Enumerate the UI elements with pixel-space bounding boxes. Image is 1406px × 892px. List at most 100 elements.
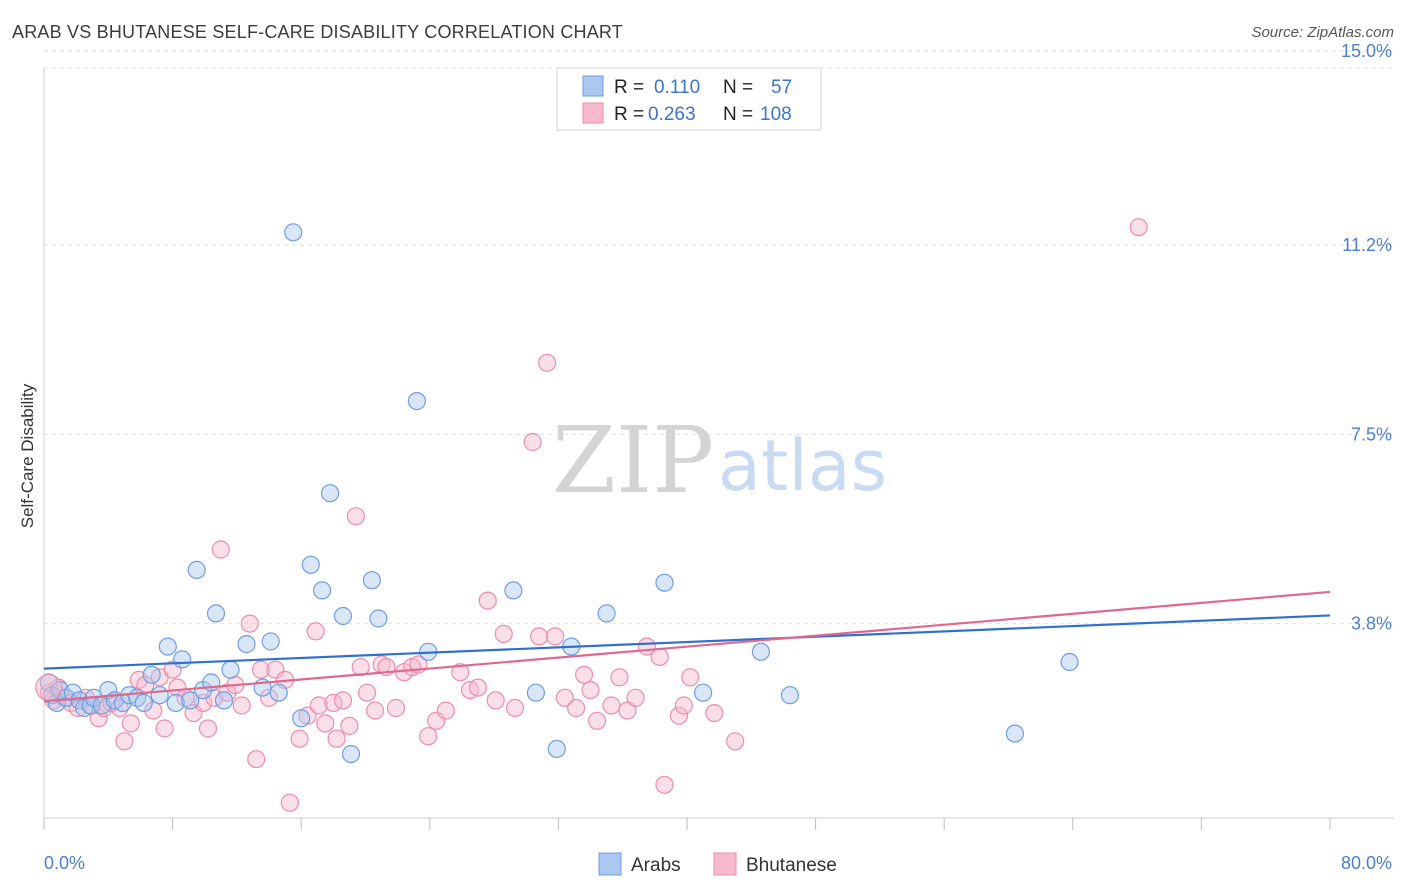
legend: R = 0.110 N = 57 R = 0.263 N = 108	[556, 67, 822, 131]
bhutanese-point	[386, 698, 406, 718]
bhutanese-point-cluster	[35, 673, 63, 702]
arabs-point	[173, 650, 192, 669]
legend-arabs-n-label: N =	[723, 77, 753, 98]
bhutanese-point	[529, 627, 549, 646]
watermark-atlas: atlas	[718, 425, 887, 507]
bhutanese-point	[546, 627, 565, 646]
arabs-point	[341, 744, 361, 764]
legend-arabs-r-value: 0.110	[654, 77, 700, 98]
bhutanese-point	[610, 668, 629, 687]
bhutanese-regression-line	[43, 590, 1331, 703]
arabs-point	[655, 573, 674, 592]
arabs-point	[693, 683, 713, 702]
bhutanese-point	[478, 591, 497, 610]
arabs-point	[292, 709, 311, 728]
bhutanese-point	[346, 507, 365, 526]
bhutanese-point	[555, 688, 574, 707]
arabs-point	[221, 660, 240, 679]
x-tick-label-max: 80.0%	[1341, 853, 1392, 873]
bhutanese-point	[505, 698, 525, 718]
y-tick-label: 11.2%	[1342, 235, 1392, 255]
arabs-point	[158, 637, 177, 656]
arabs-point	[333, 606, 353, 626]
bhutanese-point	[247, 750, 266, 769]
arabs-point	[407, 392, 426, 411]
legend-arabs-r-label: R =	[614, 77, 644, 98]
bhutanese-point	[436, 701, 455, 720]
bhutanese-point	[340, 716, 359, 736]
y-tick-label: 3.8%	[1351, 614, 1392, 634]
arabs-point	[1005, 724, 1025, 743]
y-tick-labels: 3.8% 7.5% 11.2% 15.0%	[1341, 41, 1392, 634]
bhutanese-point	[669, 706, 689, 725]
bhutanese-point	[650, 647, 669, 667]
arabs-point	[1060, 652, 1079, 672]
bhutanese-point	[333, 691, 353, 710]
arabs-point	[99, 680, 118, 700]
bhutanese-point	[121, 714, 140, 733]
bhutanese-point	[468, 678, 488, 697]
arabs-point	[504, 581, 523, 600]
bhutanese-point	[705, 703, 724, 723]
bhutanese-point	[602, 696, 621, 715]
watermark-zip: ZIP	[552, 407, 714, 514]
y-axis-label: Self-Care Disability	[18, 383, 37, 528]
arabs-point	[134, 693, 153, 713]
data-points	[35, 218, 1148, 812]
bhutanese-point	[259, 688, 279, 707]
legend-bhutanese-swatch	[582, 102, 604, 124]
x-tick-label-min: 0.0%	[44, 853, 85, 873]
bhutanese-point	[144, 701, 163, 720]
gridlines	[44, 50, 1394, 625]
arabs-point	[166, 693, 185, 713]
bhutanese-point	[574, 665, 594, 684]
bhutanese-point	[232, 696, 251, 715]
y-tick-label: 7.5%	[1351, 424, 1392, 444]
arabs-point	[321, 484, 340, 503]
arabs-point	[597, 604, 616, 623]
legend-arabs-n-value: 57	[771, 77, 792, 98]
regression-lines	[43, 590, 1331, 703]
bhutanese-point	[316, 714, 335, 733]
bottom-legend-arabs-label: Arabs	[631, 855, 681, 876]
bhutanese-point	[587, 711, 607, 730]
legend-bhutanese-r-label: R =	[614, 104, 644, 125]
arabs-point	[526, 683, 546, 702]
bhutanese-point	[358, 683, 377, 702]
bhutanese-point	[251, 660, 271, 679]
bhutanese-point	[155, 719, 174, 738]
arabs-point	[150, 686, 169, 705]
arabs-point	[142, 665, 161, 684]
bottom-legend-arabs-swatch	[598, 852, 622, 876]
arabs-point	[547, 739, 566, 759]
bhutanese-point	[280, 793, 299, 812]
arabs-point	[237, 634, 256, 654]
arabs-regression-line	[43, 614, 1331, 670]
bhutanese-point	[581, 680, 600, 700]
arabs-point	[214, 691, 234, 710]
arabs-point	[261, 632, 280, 651]
bhutanese-point	[351, 657, 370, 677]
bhutanese-point	[626, 688, 645, 707]
bhutanese-point	[726, 732, 745, 751]
legend-bhutanese-n-value: 108	[760, 104, 792, 125]
arabs-point	[313, 581, 332, 600]
chart-title: ARAB VS BHUTANESE SELF-CARE DISABILITY C…	[12, 22, 624, 42]
bottom-legend-bhutanese-label: Bhutanese	[746, 855, 837, 876]
arabs-point	[269, 683, 288, 702]
arabs-point	[187, 560, 206, 580]
bhutanese-point	[681, 668, 700, 687]
arabs-point	[369, 609, 388, 628]
bhutanese-point	[240, 614, 259, 633]
bhutanese-point	[523, 432, 542, 452]
bhutanese-point	[674, 696, 693, 715]
bhutanese-point	[211, 540, 230, 559]
bhutanese-point	[327, 729, 346, 748]
bottom-legend-bhutanese-swatch	[713, 852, 737, 876]
bhutanese-point	[419, 727, 438, 746]
bottom-legend: Arabs Bhutanese	[598, 852, 837, 876]
source-label: Source: ZipAtlas.com	[1251, 24, 1394, 41]
bhutanese-point	[366, 701, 385, 720]
bhutanese-point	[290, 729, 309, 748]
bhutanese-point	[655, 775, 674, 794]
